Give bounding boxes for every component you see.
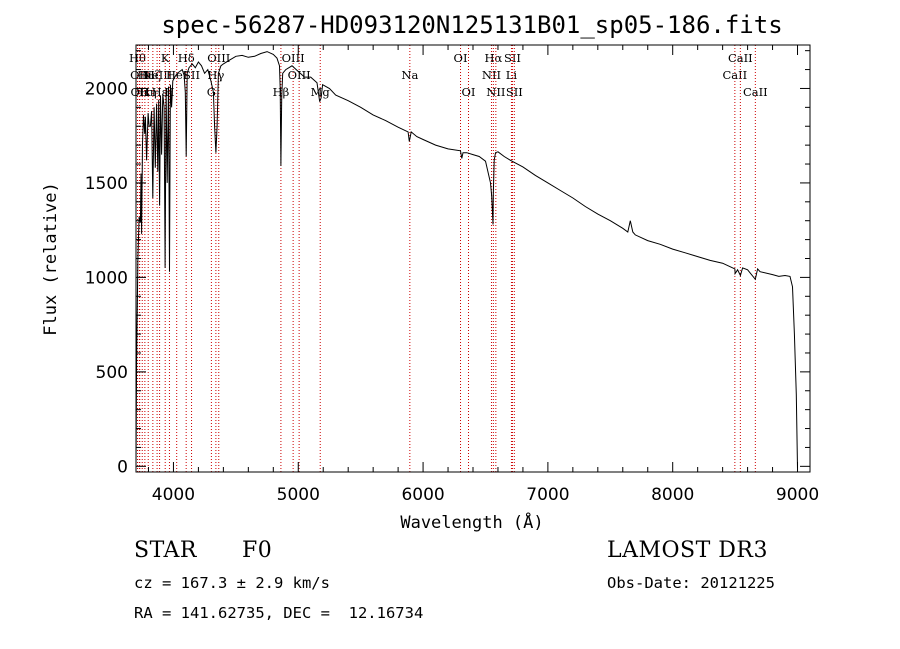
- subclass: F0: [242, 538, 273, 563]
- x-axis: 4000 5000 6000 7000 8000 9000: [147, 45, 819, 505]
- line-marker-label: CaII: [722, 68, 747, 82]
- y-tick-label: 0: [117, 457, 128, 477]
- line-marker-label: OIII: [282, 51, 305, 65]
- y-tick-label: 2000: [85, 79, 128, 99]
- line-markers: HθOIIOIIHκHιHηHζNeIIIHεKHHeIHδSIIGHγOIII…: [129, 45, 768, 472]
- line-marker-label: NII: [486, 85, 505, 99]
- line-marker-label: CaII: [743, 85, 768, 99]
- x-tick-label: 6000: [401, 485, 444, 505]
- line-marker-label: Li: [506, 68, 518, 82]
- y-axis: 0 500 1000 1500 2000: [85, 50, 810, 477]
- redshift-cz: cz = 167.3 ± 2.9 km/s: [134, 574, 330, 592]
- line-marker-label: Hγ: [207, 68, 224, 82]
- x-tick-label: 4000: [152, 485, 195, 505]
- line-marker-label: OIII: [207, 51, 230, 65]
- plot-frame: [135, 44, 811, 473]
- line-marker-label: OIII: [288, 68, 311, 82]
- line-marker-label: Hθ: [129, 51, 146, 65]
- line-marker-label: OI: [462, 85, 476, 99]
- line-marker-label: H: [164, 85, 174, 99]
- chart-title: spec-56287-HD093120N125131B01_sp05-186.f…: [161, 11, 782, 39]
- line-marker-label: G: [207, 85, 216, 99]
- line-marker-label: Mg: [311, 85, 331, 99]
- survey-name: LAMOST DR3: [607, 538, 768, 563]
- line-marker-label: CaII: [728, 51, 753, 65]
- line-marker-label: K: [161, 51, 170, 65]
- ra-dec: RA = 141.62735, DEC = 12.16734: [134, 604, 424, 622]
- line-marker-label: OI: [454, 51, 468, 65]
- y-tick-label: 1500: [85, 174, 128, 194]
- line-marker-label: SII: [504, 51, 521, 65]
- y-axis-label: Flux (relative): [41, 182, 61, 336]
- line-marker-label: Na: [401, 68, 418, 82]
- obs-date: Obs-Date: 20121225: [607, 574, 775, 592]
- line-marker-label: Hδ: [178, 51, 195, 65]
- line-marker-label: NII: [482, 68, 501, 82]
- x-tick-label: 8000: [651, 485, 694, 505]
- object-class: STAR: [134, 538, 197, 563]
- line-marker-label: SII: [506, 85, 523, 99]
- line-marker-label: HeI: [166, 68, 187, 82]
- x-tick-label: 9000: [776, 485, 819, 505]
- x-tick-label: 7000: [526, 485, 569, 505]
- x-tick-label: 5000: [277, 485, 320, 505]
- line-marker-label: Hα: [484, 51, 502, 65]
- line-marker-label: Hε: [152, 85, 168, 99]
- y-tick-label: 500: [96, 363, 128, 383]
- spectrum-line: [135, 51, 798, 469]
- x-axis-label: Wavelength (Å): [400, 511, 543, 533]
- line-marker-label: Hβ: [273, 85, 290, 99]
- y-tick-label: 1000: [85, 268, 128, 288]
- line-marker-label: SII: [183, 68, 200, 82]
